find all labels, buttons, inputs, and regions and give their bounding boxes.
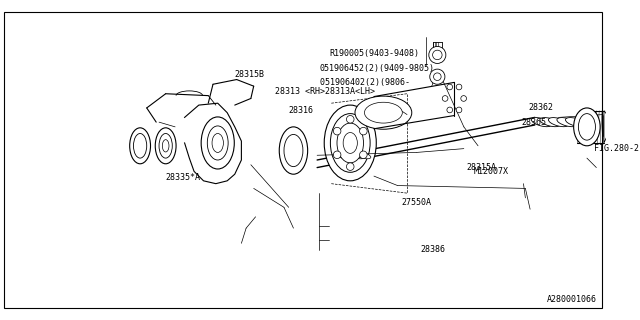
Ellipse shape [212,133,223,152]
Circle shape [433,73,441,81]
Polygon shape [604,111,613,143]
Text: R190005(9403-9408): R190005(9403-9408) [330,50,419,59]
Text: 28315B: 28315B [235,70,265,79]
Circle shape [360,127,367,135]
Text: M12007X: M12007X [474,167,508,176]
Circle shape [333,151,341,159]
Ellipse shape [364,102,403,123]
Circle shape [360,151,367,159]
Circle shape [346,116,354,123]
Ellipse shape [330,114,370,172]
Text: 051906452(2)(9409-9805): 051906452(2)(9409-9805) [320,64,435,73]
Text: 28316: 28316 [289,106,314,115]
Ellipse shape [130,128,150,164]
Ellipse shape [348,152,364,159]
Ellipse shape [355,96,412,129]
Text: 28315A: 28315A [467,163,497,172]
Circle shape [430,69,445,84]
Ellipse shape [566,117,586,127]
Ellipse shape [163,140,169,152]
Ellipse shape [279,127,308,174]
Ellipse shape [207,126,228,160]
Ellipse shape [531,117,552,127]
Circle shape [333,127,341,135]
Text: 28365: 28365 [522,118,547,127]
Ellipse shape [341,152,358,159]
Text: A280001066: A280001066 [547,295,596,304]
Circle shape [442,96,448,101]
Ellipse shape [579,114,595,140]
Text: 27550A: 27550A [401,198,431,207]
Ellipse shape [343,132,357,153]
Circle shape [447,84,452,90]
Text: 051906402(2)(9806-    ): 051906402(2)(9806- ) [320,78,435,87]
Ellipse shape [284,134,303,167]
Ellipse shape [159,133,172,158]
Ellipse shape [156,128,176,164]
Ellipse shape [134,133,147,158]
Text: 28313 <RH>28313A<LH>: 28313 <RH>28313A<LH> [275,87,374,96]
Text: FIG.280-2: FIG.280-2 [595,144,639,153]
Text: 28362: 28362 [528,103,553,112]
Ellipse shape [540,117,560,127]
Ellipse shape [548,117,568,127]
Ellipse shape [557,117,577,127]
Ellipse shape [355,152,371,159]
Circle shape [346,163,354,171]
Circle shape [429,46,446,63]
Ellipse shape [201,117,234,169]
Ellipse shape [324,105,376,181]
Text: 28386: 28386 [420,245,445,254]
Circle shape [433,50,442,60]
Ellipse shape [573,108,600,146]
Circle shape [447,107,452,113]
Ellipse shape [335,152,351,159]
Text: 28335*A: 28335*A [166,172,201,181]
Circle shape [456,84,462,90]
Ellipse shape [337,123,364,163]
Circle shape [461,96,467,101]
Circle shape [456,107,462,113]
